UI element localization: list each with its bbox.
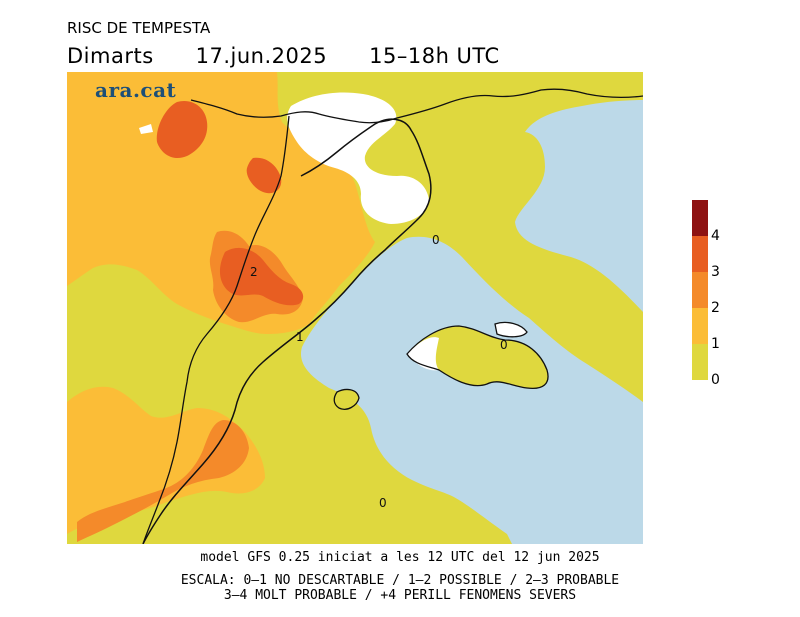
forecast-period: Dimarts 17.jun.2025 15–18h UTC <box>67 44 500 68</box>
legend-swatch-0-1 <box>692 344 708 380</box>
contour-label: 0 <box>500 338 508 352</box>
contour-label: 0 <box>432 233 440 247</box>
zone-level-2-3 <box>77 420 249 542</box>
storm-risk-map: 0 0 0 1 2 ara.cat <box>67 72 643 544</box>
zone-level-1-2-south <box>67 386 265 534</box>
map-title: RISC DE TEMPESTA <box>67 19 211 37</box>
legend-swatch-4-plus <box>692 200 708 236</box>
island-mallorca <box>407 326 549 389</box>
zone-level-3-4-south <box>219 247 304 306</box>
forecast-time: 15–18h UTC <box>369 44 500 68</box>
sea-northeast <box>515 100 643 312</box>
no-data-mallorca <box>407 337 439 371</box>
no-data-sliver <box>139 124 153 134</box>
scale-line-2: 3–4 MOLT PROBABLE / +4 PERILL FENOMENS S… <box>223 588 577 603</box>
sea-area <box>300 100 643 544</box>
ibiza-coast <box>333 388 360 410</box>
forecast-day: Dimarts <box>67 44 154 68</box>
zone-level-3-4-mid <box>246 157 282 194</box>
brand-logo: ara.cat <box>95 78 177 102</box>
island-ibiza <box>334 389 359 410</box>
contour-label: 1 <box>296 330 304 344</box>
contour-label: 2 <box>250 265 258 279</box>
legend-tick: 3 <box>711 264 720 280</box>
legend-tick: 1 <box>711 336 720 352</box>
legend-swatch-1-2 <box>692 308 708 344</box>
mallorca-coast <box>406 325 549 390</box>
legend-swatch-3-4 <box>692 236 708 272</box>
contour-label: 0 <box>379 496 387 510</box>
map-canvas: 0 0 0 1 2 <box>67 72 643 544</box>
legend-tick: 0 <box>711 372 720 388</box>
legend-tick: 2 <box>711 300 720 316</box>
scale-line-1: ESCALA: 0–1 NO DESCARTABLE / 1–2 POSSIBL… <box>180 573 620 588</box>
region-border <box>142 115 290 544</box>
zone-level-3-4-north <box>156 100 208 159</box>
legend-tick: 4 <box>711 228 720 244</box>
no-data-north <box>287 92 429 224</box>
model-info: model GFS 0.25 iniciat a les 12 UTC del … <box>200 550 600 565</box>
forecast-date: 17.jun.2025 <box>195 44 328 68</box>
legend-swatch-2-3 <box>692 272 708 308</box>
risk-legend <box>692 200 708 380</box>
country-border <box>190 88 643 124</box>
cabrera-coast <box>494 321 528 338</box>
